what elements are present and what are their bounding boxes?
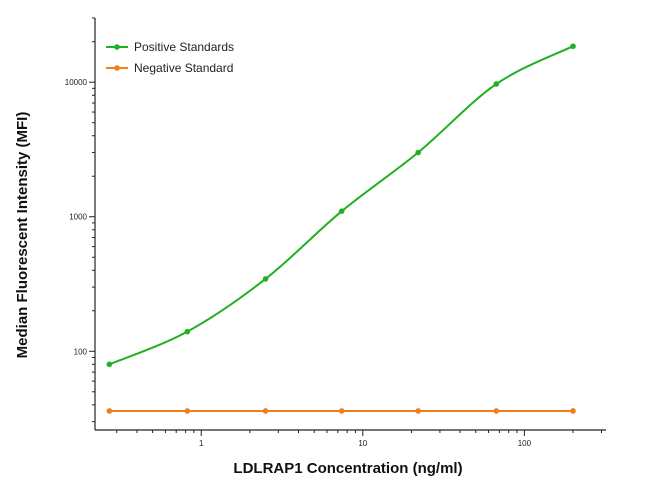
- data-point-positive-standards: [415, 149, 421, 156]
- data-point-negative-standard: [493, 408, 500, 414]
- x-tick-label: 100: [518, 439, 532, 448]
- x-tick-label: 10: [358, 439, 367, 448]
- legend-label-positive-standards: Positive Standards: [134, 40, 234, 54]
- data-point-positive-standards: [106, 361, 113, 368]
- data-point-negative-standard: [106, 408, 113, 414]
- data-point-negative-standard: [415, 408, 421, 414]
- y-axis-title: Median Fluorescent Intensity (MFI): [14, 112, 31, 359]
- y-tick-label: 10000: [65, 78, 88, 87]
- data-point-positive-standards: [338, 208, 345, 214]
- legend-label-negative-standard: Negative Standard: [134, 61, 233, 75]
- y-tick-label: 100: [74, 347, 88, 356]
- x-tick-label: 1: [199, 439, 204, 448]
- y-tick-label: 1000: [69, 213, 87, 222]
- data-point-negative-standard: [262, 408, 269, 414]
- legend-marker-negative-standard: [114, 65, 120, 71]
- x-axis-title: LDLRAP1 Concentration (ng/ml): [233, 460, 462, 477]
- data-point-positive-standards: [184, 328, 191, 335]
- data-point-negative-standard: [184, 408, 191, 414]
- legend-marker-positive-standards: [114, 44, 120, 50]
- series-line-positive-standards: [109, 45, 574, 366]
- data-point-positive-standards: [493, 81, 500, 87]
- data-point-negative-standard: [570, 408, 576, 414]
- data-point-positive-standards: [262, 276, 269, 282]
- data-point-negative-standard: [338, 408, 345, 414]
- data-point-positive-standards: [570, 43, 576, 50]
